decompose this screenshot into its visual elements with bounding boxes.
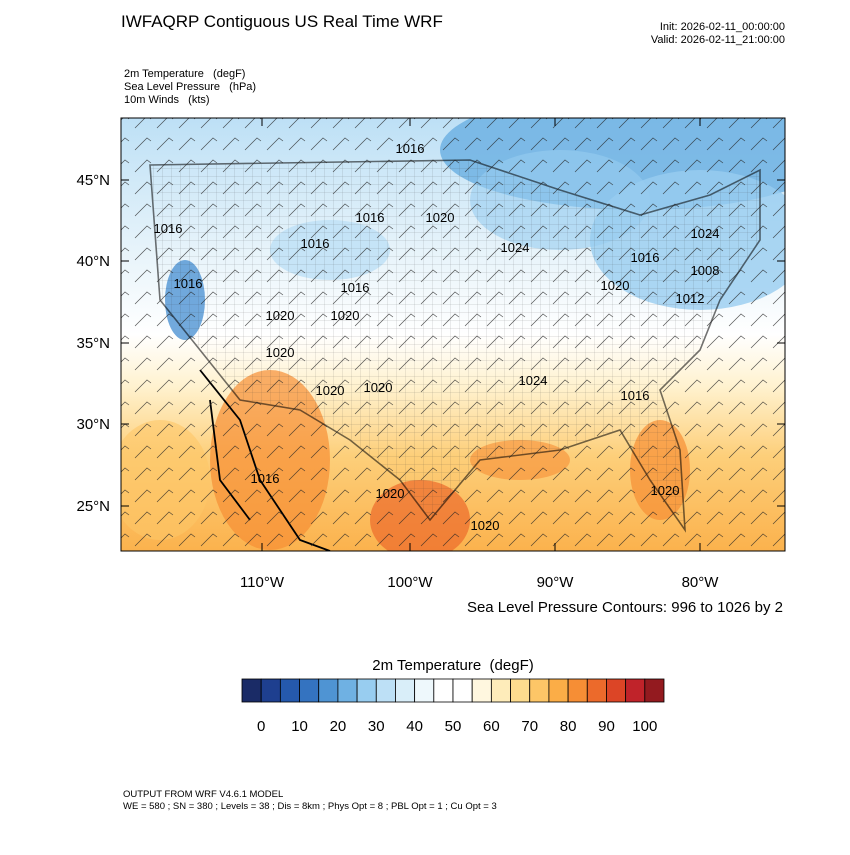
colorbar-label: 60 xyxy=(483,718,500,735)
contour-label: 1016 xyxy=(341,280,370,295)
colorbar-box xyxy=(452,678,473,703)
colorbar: 0 10 20 30 40 50 60 70 80 90 100 xyxy=(241,678,665,735)
colorbar-label: 90 xyxy=(598,718,615,735)
colorbar-box xyxy=(414,678,435,703)
contour-label: 1016 xyxy=(154,221,183,236)
valid-time: Valid: 2026-02-11_21:00:00 xyxy=(651,34,785,46)
colorbar-box xyxy=(241,678,262,703)
contour-label: 1024 xyxy=(501,240,530,255)
field-label: Sea Level Pressure (hPa) xyxy=(124,81,256,93)
colorbar-label: 40 xyxy=(406,718,423,735)
lat-label: 35°N xyxy=(76,335,110,352)
colorbar-box xyxy=(299,678,320,703)
contour-label: 1020 xyxy=(316,383,345,398)
contour-label: 1020 xyxy=(331,308,360,323)
colorbar-box xyxy=(471,678,492,703)
lat-label: 45°N xyxy=(76,172,110,189)
colorbar-label: 70 xyxy=(521,718,538,735)
colorbar-box xyxy=(529,678,550,703)
contour-label: 1016 xyxy=(356,210,385,225)
colorbar-box xyxy=(318,678,339,703)
contour-label: 1020 xyxy=(376,486,405,501)
colorbar-label: 0 xyxy=(257,718,265,735)
lon-label: 80°W xyxy=(682,574,720,591)
colorbar-label: 30 xyxy=(368,718,385,735)
title: IWFAQRP Contiguous US Real Time WRF xyxy=(121,12,443,31)
colorbar-box xyxy=(586,678,607,703)
lat-axis: 45°N 40°N 35°N 30°N 25°N xyxy=(76,172,785,515)
contour-label: 1020 xyxy=(266,308,295,323)
colorbar-box xyxy=(548,678,569,703)
colorbar-label: 100 xyxy=(632,718,657,735)
contour-label: 1012 xyxy=(676,291,705,306)
contour-label: 1020 xyxy=(471,518,500,533)
colorbar-box xyxy=(644,678,665,703)
lon-label: 90°W xyxy=(537,574,575,591)
colorbar-box xyxy=(510,678,531,703)
contour-note: Sea Level Pressure Contours: 996 to 1026… xyxy=(467,599,783,616)
colorbar-box xyxy=(337,678,358,703)
lon-axis: 110°W 100°W 90°W 80°W xyxy=(240,118,719,591)
colorbar-title: 2m Temperature (degF) xyxy=(372,657,533,674)
colorbar-box xyxy=(433,678,454,703)
contour-label: 1020 xyxy=(266,345,295,360)
colorbar-box xyxy=(606,678,627,703)
contour-label: 1016 xyxy=(174,276,203,291)
contour-label: 1024 xyxy=(691,226,720,241)
contour-label: 1020 xyxy=(651,483,680,498)
lat-label: 25°N xyxy=(76,498,110,515)
map-frame xyxy=(120,117,786,552)
colorbar-box xyxy=(260,678,281,703)
lon-label: 100°W xyxy=(387,574,433,591)
colorbar-box xyxy=(375,678,396,703)
colorbar-box xyxy=(490,678,511,703)
field-label: 2m Temperature (degF) xyxy=(124,68,245,80)
footer-line: OUTPUT FROM WRF V4.6.1 MODEL xyxy=(123,789,283,800)
contour-label: 1020 xyxy=(364,380,393,395)
contour-label: 1020 xyxy=(426,210,455,225)
contour-label: 1024 xyxy=(519,373,548,388)
colorbar-box xyxy=(356,678,377,703)
contour-label: 1016 xyxy=(631,250,660,265)
contour-label: 1016 xyxy=(251,471,280,486)
lon-label: 110°W xyxy=(240,574,285,591)
init-time: Init: 2026-02-11_00:00:00 xyxy=(660,21,785,33)
colorbar-label: 20 xyxy=(330,718,347,735)
contour-label: 1016 xyxy=(621,388,650,403)
colorbar-box xyxy=(625,678,646,703)
lat-label: 40°N xyxy=(76,253,110,270)
contour-label: 1020 xyxy=(601,278,630,293)
footer-line: WE = 580 ; SN = 380 ; Levels = 38 ; Dis … xyxy=(123,801,497,812)
colorbar-box xyxy=(395,678,416,703)
colorbar-box xyxy=(567,678,588,703)
colorbar-label: 80 xyxy=(560,718,577,735)
field-label: 10m Winds (kts) xyxy=(124,94,210,106)
colorbar-label: 50 xyxy=(445,718,462,735)
contour-label: 1016 xyxy=(301,236,330,251)
lat-label: 30°N xyxy=(76,416,110,433)
contour-label: 1008 xyxy=(691,263,720,278)
contour-label: 1016 xyxy=(396,141,425,156)
colorbar-label: 10 xyxy=(291,718,308,735)
colorbar-box xyxy=(279,678,300,703)
